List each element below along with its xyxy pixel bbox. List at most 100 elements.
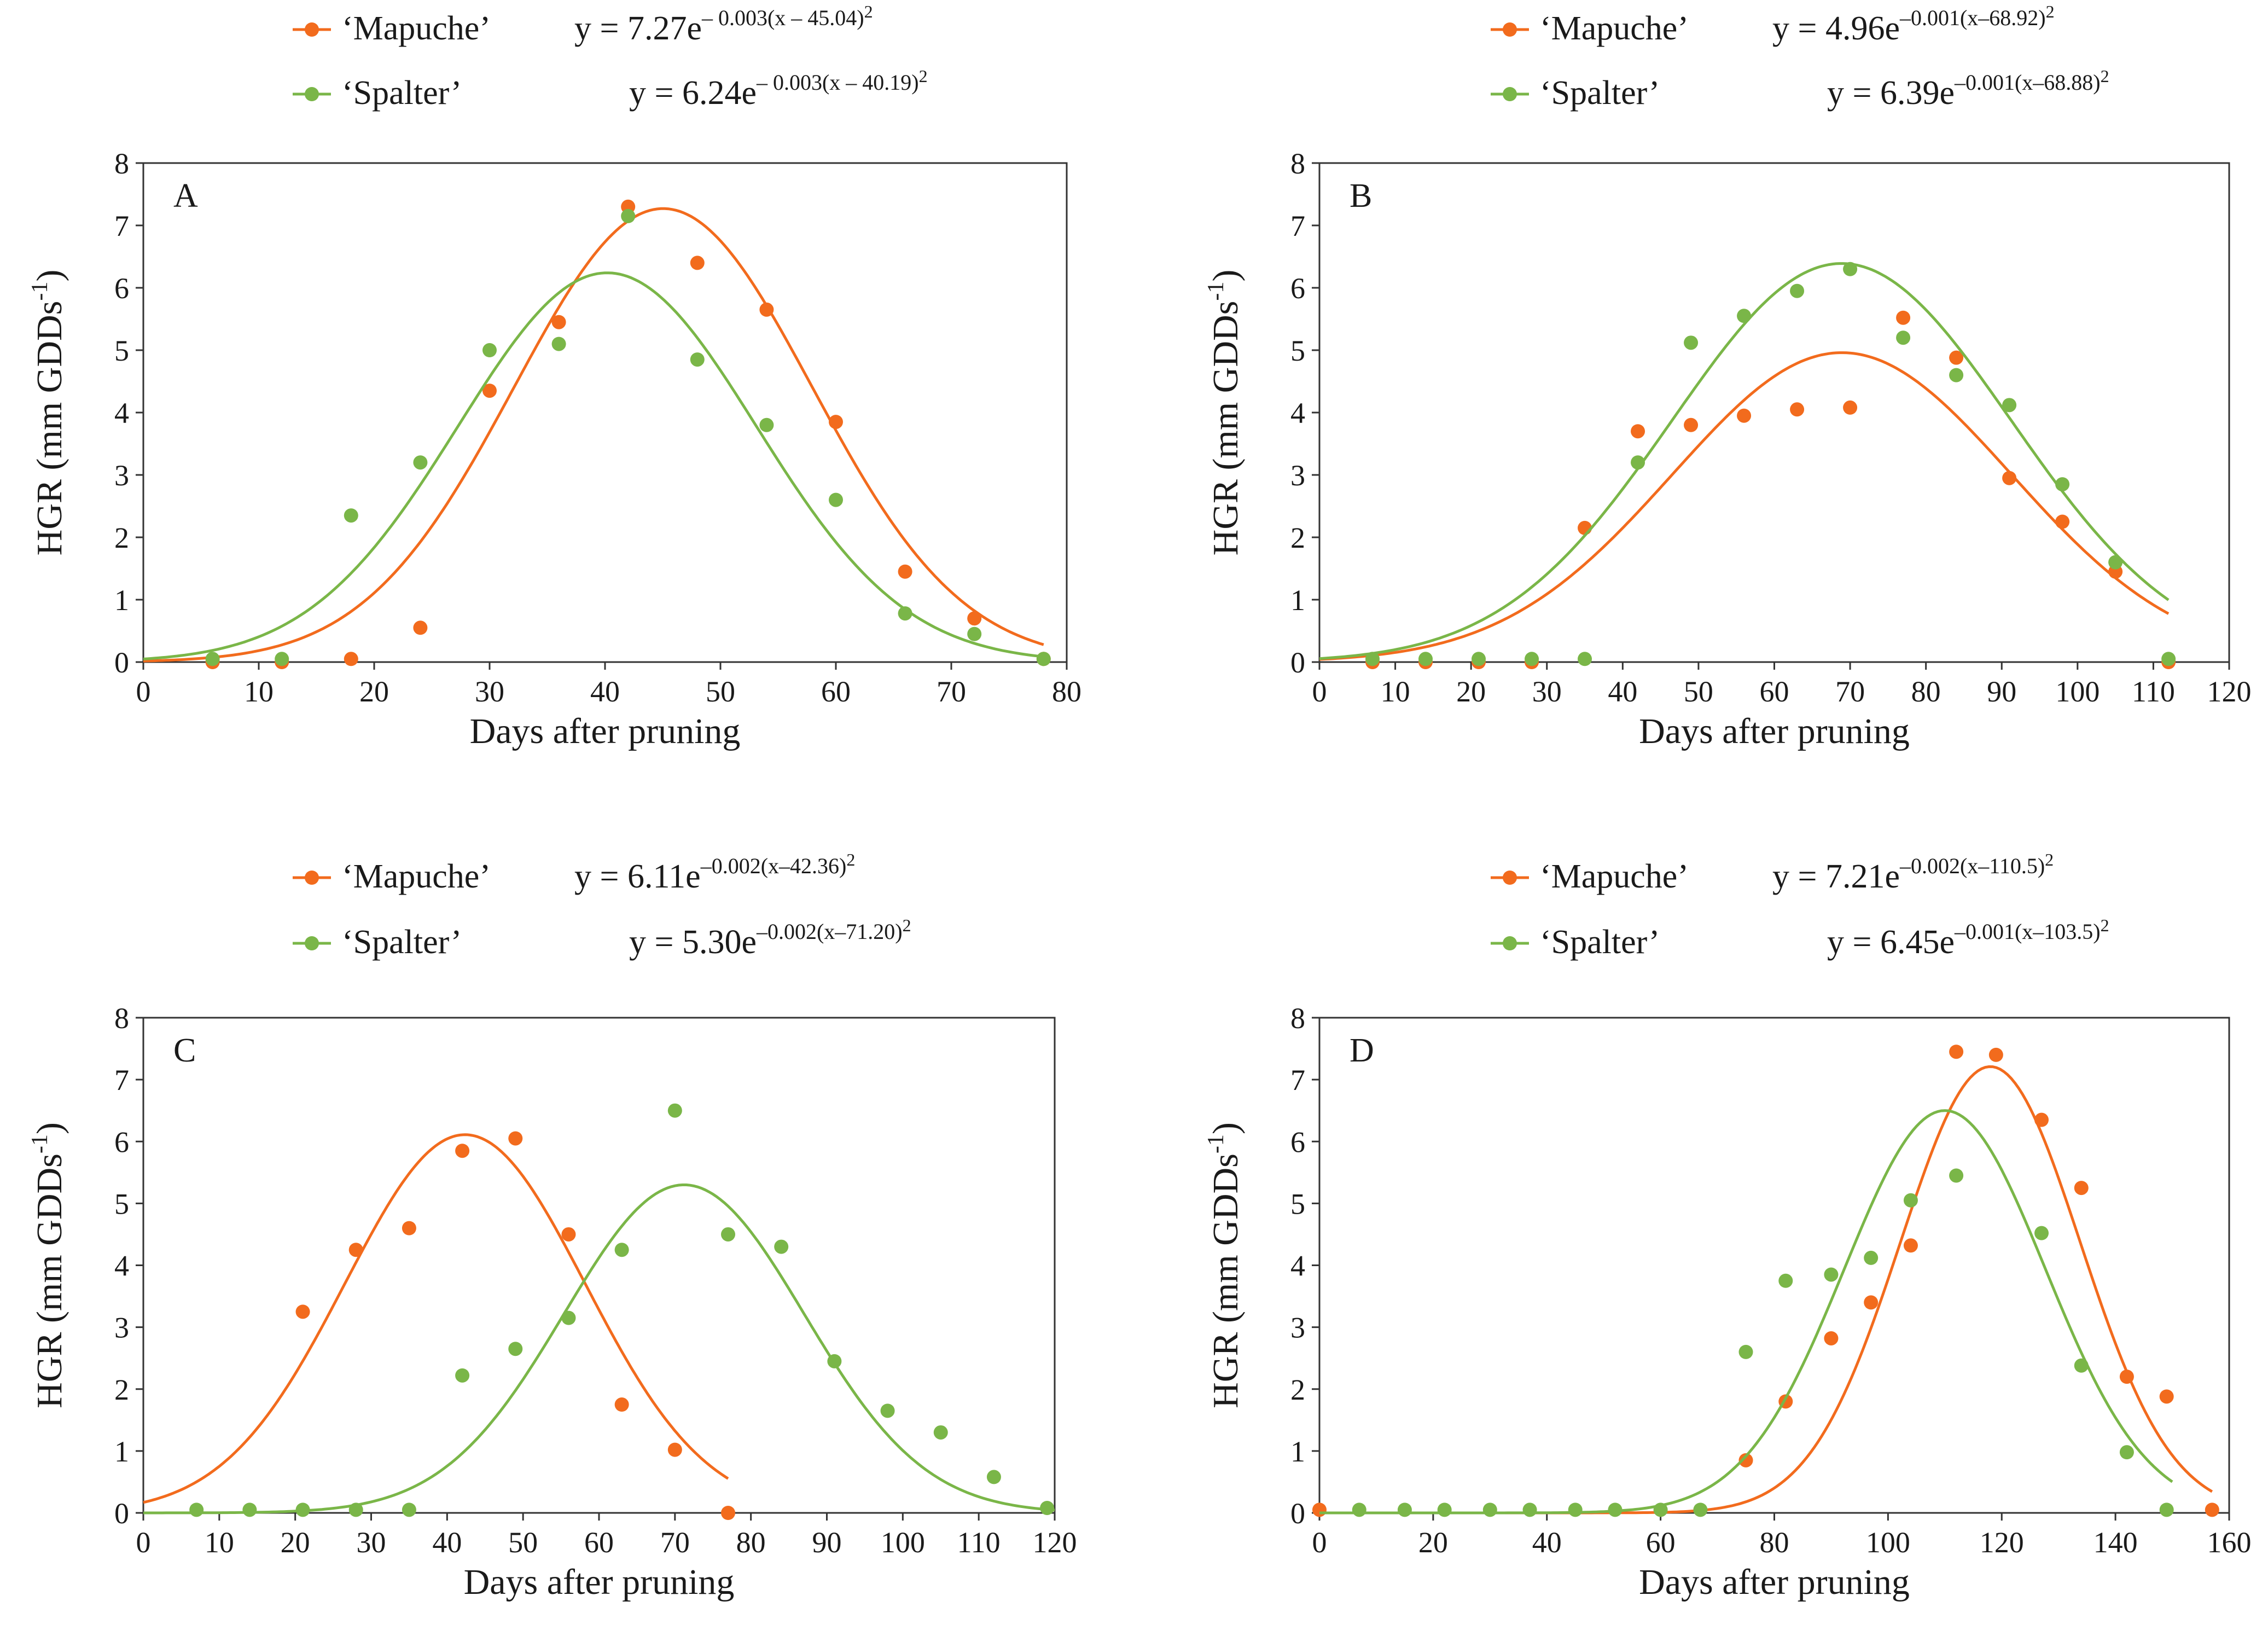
data-point-mapuche xyxy=(551,315,566,329)
fit-curve-spalter xyxy=(143,1184,1055,1515)
equation-exponent: –0.002(x–71.20) xyxy=(756,919,903,944)
data-point-mapuche xyxy=(348,1243,363,1257)
data-point-mapuche xyxy=(561,1227,576,1241)
y-tick-label: 5 xyxy=(1290,1187,1305,1220)
fit-curve-mapuche xyxy=(1319,1065,2213,1515)
data-point-mapuche xyxy=(614,1397,629,1412)
legend-equation: y = 6.24e– 0.003(x – 40.19)2 xyxy=(629,66,928,112)
legend-equation: y = 6.39e–0.001(x–68.88)2 xyxy=(1827,66,2109,112)
data-point-mapuche xyxy=(1738,1453,1753,1467)
plot-frame xyxy=(142,1017,1056,1514)
data-point-spalter xyxy=(827,1354,842,1368)
data-point-spalter xyxy=(402,1502,416,1517)
data-point-spalter xyxy=(1684,335,1699,350)
panel-letter: A xyxy=(173,177,198,214)
x-tick-label: 40 xyxy=(432,1526,462,1559)
data-point-mapuche xyxy=(829,415,843,430)
legend-entry-name: ‘Spalter’ xyxy=(342,924,462,961)
x-axis-label: Days after pruning xyxy=(464,1562,735,1602)
equation-lhs: y = 7.21e xyxy=(1772,858,1900,895)
y-axis-label-sup: -1 xyxy=(27,282,53,301)
data-point-spalter xyxy=(2108,555,2123,570)
data-point-spalter xyxy=(295,1502,310,1517)
data-point-mapuche xyxy=(967,611,982,626)
x-tick-label: 120 xyxy=(1033,1526,1077,1559)
y-tick-label: 7 xyxy=(114,1064,129,1097)
x-tick-label: 60 xyxy=(1646,1526,1676,1559)
x-tick-label: 50 xyxy=(1684,675,1713,708)
y-tick-label: 4 xyxy=(114,397,129,430)
data-point-spalter xyxy=(1843,262,1858,276)
data-point-spalter xyxy=(774,1239,789,1254)
equation-lhs: y = 4.96e xyxy=(1772,10,1900,47)
legend-marker xyxy=(1503,22,1517,37)
data-point-mapuche xyxy=(1949,1045,1964,1059)
data-point-spalter xyxy=(721,1227,736,1241)
y-tick-label: 4 xyxy=(1290,1250,1305,1283)
legend-equation: y = 6.45e–0.001(x–103.5)2 xyxy=(1827,915,2109,961)
y-tick-label: 4 xyxy=(1290,397,1305,430)
data-point-mapuche xyxy=(1843,400,1858,415)
data-point-spalter xyxy=(561,1310,576,1325)
data-point-spalter xyxy=(1352,1502,1366,1517)
data-point-spalter xyxy=(455,1368,470,1383)
legend-entry-name: ‘Spalter’ xyxy=(1540,74,1660,112)
y-axis-label-end: ) xyxy=(1206,270,1246,282)
x-tick-label: 20 xyxy=(359,675,389,708)
y-axis-label-end: ) xyxy=(30,270,69,282)
data-point-spalter xyxy=(1568,1502,1583,1517)
x-tick-label: 80 xyxy=(1760,1526,1789,1559)
x-tick-label: 0 xyxy=(1312,675,1327,708)
y-tick-label: 2 xyxy=(114,1373,129,1406)
data-point-spalter xyxy=(829,492,843,507)
data-point-spalter xyxy=(967,626,982,641)
x-tick-label: 30 xyxy=(475,675,504,708)
legend-marker xyxy=(305,22,319,37)
y-tick-label: 8 xyxy=(1290,147,1305,180)
data-point-spalter xyxy=(898,606,912,621)
legend-panel-d: ‘Mapuche’ y = 7.21e–0.002(x–110.5)2‘Spalt… xyxy=(1491,850,2109,961)
data-point-spalter xyxy=(933,1425,948,1440)
data-point-spalter xyxy=(1365,652,1380,666)
data-point-spalter xyxy=(2034,1226,2049,1240)
data-point-spalter xyxy=(2119,1445,2134,1460)
x-tick-label: 80 xyxy=(1052,675,1081,708)
fit-curve-spalter xyxy=(1319,262,2170,660)
equation-power: 2 xyxy=(846,850,855,869)
x-axis-label: Days after pruning xyxy=(470,711,741,751)
equation-lhs: y = 6.39e xyxy=(1827,74,1955,112)
equation-power: 2 xyxy=(864,2,873,21)
legend-equation: y = 6.11e–0.002(x–42.36)2 xyxy=(574,850,855,895)
equation-power: 2 xyxy=(2101,66,2109,86)
equation-power: 2 xyxy=(2045,850,2054,869)
legend-panel-c: ‘Mapuche’ y = 6.11e–0.002(x–42.36)2 ‘Spalt… xyxy=(293,850,911,961)
y-tick-label: 4 xyxy=(114,1250,129,1283)
x-tick-label: 10 xyxy=(205,1526,234,1559)
data-point-mapuche xyxy=(759,302,774,317)
y-tick-label: 8 xyxy=(114,147,129,180)
data-point-mapuche xyxy=(413,620,428,635)
legend-entry-name: ‘Mapuche’ xyxy=(342,858,491,895)
legend-marker xyxy=(305,871,319,885)
data-point-spalter xyxy=(1472,652,1486,666)
legend-marker xyxy=(1503,87,1517,101)
y-tick-label: 1 xyxy=(1290,584,1305,617)
data-point-mapuche xyxy=(1903,1238,1918,1253)
data-point-mapuche xyxy=(455,1144,470,1158)
equation-lhs: y = 6.45e xyxy=(1827,924,1955,961)
x-tick-label: 50 xyxy=(508,1526,538,1559)
equation-lhs: y = 7.27e xyxy=(574,10,702,47)
equation-exponent: – 0.003(x – 45.04) xyxy=(701,5,864,30)
data-point-spalter xyxy=(1778,1273,1793,1288)
y-tick-label: 0 xyxy=(114,1497,129,1530)
x-tick-label: 90 xyxy=(1987,675,2016,708)
y-tick-label: 6 xyxy=(114,1126,129,1158)
data-point-spalter xyxy=(1040,1500,1055,1515)
x-axis-label: Days after pruning xyxy=(1639,711,1910,751)
x-tick-label: 20 xyxy=(1456,675,1486,708)
data-point-mapuche xyxy=(667,1442,682,1457)
data-point-spalter xyxy=(1693,1502,1708,1517)
data-point-spalter xyxy=(2074,1358,2089,1373)
equation-lhs: y = 6.11e xyxy=(574,858,701,895)
